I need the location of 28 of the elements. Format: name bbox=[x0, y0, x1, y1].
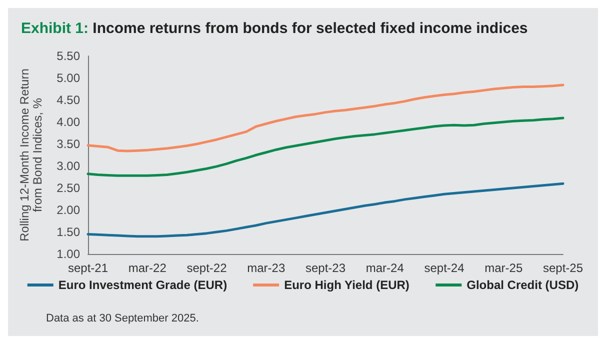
line-series bbox=[86, 182, 564, 238]
text: Data as at 30 September 2025. bbox=[46, 312, 199, 324]
y-tick-label: 1.00 bbox=[56, 247, 80, 261]
y-tick-label: 2.00 bbox=[56, 203, 80, 217]
x-tick-label: mar-24 bbox=[366, 261, 404, 275]
legend-label: Euro Investment Grade (EUR) bbox=[58, 278, 228, 292]
x-tick-label: sept-23 bbox=[305, 261, 346, 275]
y-tick-label: 1.50 bbox=[56, 225, 80, 239]
line-series bbox=[86, 116, 564, 177]
x-tick-label: sept-21 bbox=[68, 261, 108, 275]
line-series bbox=[86, 84, 564, 152]
x-tick-label: sept-24 bbox=[424, 261, 465, 275]
y-tick-label: 3.50 bbox=[56, 137, 80, 151]
y-tick-label: 4.00 bbox=[56, 115, 80, 129]
y-tick-label: 5.50 bbox=[56, 49, 80, 63]
x-tick-label: sept-25 bbox=[542, 261, 584, 275]
y-tick-label: 5.00 bbox=[56, 71, 80, 85]
legend-label: Euro High Yield (EUR) bbox=[284, 278, 410, 292]
y-tick-label: 4.50 bbox=[56, 93, 80, 107]
x-tick-label: mar-23 bbox=[247, 261, 286, 275]
y-axis-title: Rolling 12-Month Income Return from Bond Indices, % bbox=[18, 68, 44, 242]
chart-title: Exhibit 1: Income returns from bonds for selected fixed income indices bbox=[21, 20, 528, 37]
y-tick-label: 2.50 bbox=[56, 181, 80, 195]
x-tick-label: sept-22 bbox=[186, 261, 228, 275]
x-tick-label: mar-25 bbox=[484, 261, 523, 275]
y-tick-label: 3.00 bbox=[56, 159, 80, 173]
x-tick-label: mar-22 bbox=[128, 261, 167, 275]
legend-label: Global Credit (USD) bbox=[466, 278, 579, 292]
